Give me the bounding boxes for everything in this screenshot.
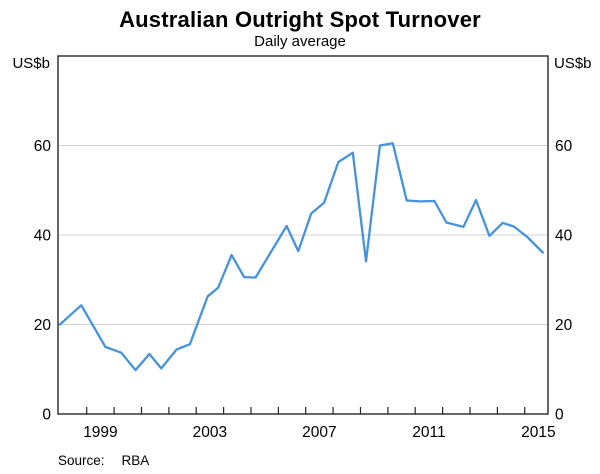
y-axis-label-left-20: 20 [34, 317, 52, 334]
y-axis-label-left-40: 40 [34, 228, 52, 245]
y-axis-label-right-0: 0 [555, 407, 564, 424]
y-axis-label-right-20: 20 [555, 317, 573, 334]
chart-subtitle: Daily average [254, 33, 346, 50]
chart-title: Australian Outright Spot Turnover [119, 7, 481, 32]
x-axis-label-2007: 2007 [302, 424, 336, 441]
x-axis-label-2015: 2015 [521, 424, 555, 441]
source-label: Source: [58, 453, 105, 468]
x-axis-label-2011: 2011 [412, 424, 445, 441]
x-axis-label-1999: 1999 [83, 424, 117, 441]
source-value: RBA [121, 453, 150, 468]
turnover-line [58, 142, 544, 372]
x-axis-label-2003: 2003 [193, 424, 227, 441]
y-axis-label-right-60: 60 [555, 138, 573, 155]
y-axis-unit-left: US$b [12, 55, 50, 72]
plot-border [57, 55, 549, 415]
y-axis-label-right-40: 40 [555, 228, 573, 245]
y-axis-label-left-60: 60 [34, 138, 52, 155]
y-axis-unit-right: US$b [554, 55, 592, 72]
y-axis-label-left-0: 0 [42, 407, 51, 424]
source-note: Source: RBA [58, 453, 149, 468]
